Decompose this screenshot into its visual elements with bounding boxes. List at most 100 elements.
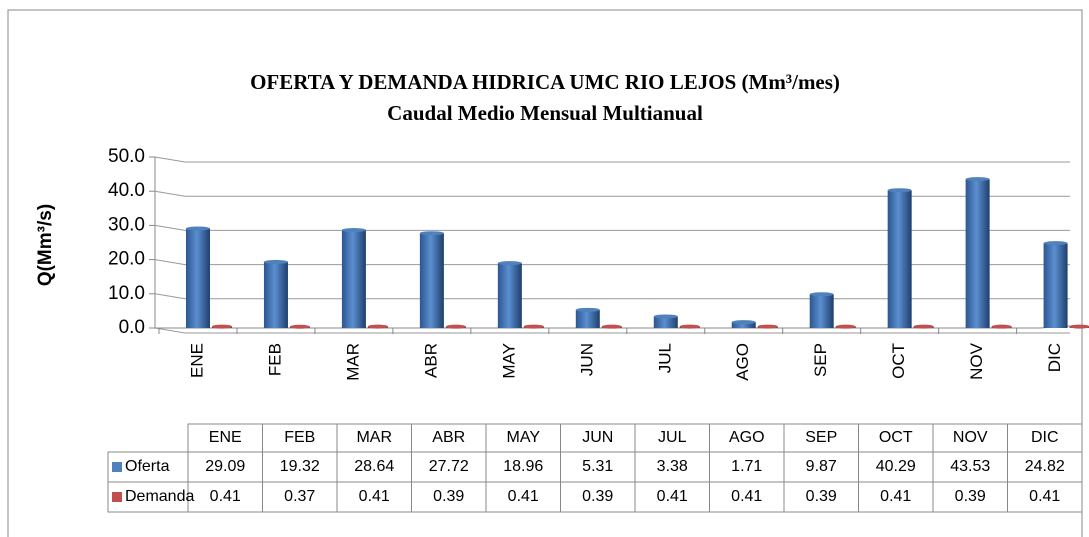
bar-top xyxy=(367,324,388,329)
table-cell: 0.41 xyxy=(1029,488,1060,505)
bar-top xyxy=(185,226,210,231)
bar-top xyxy=(913,324,934,329)
x-tick-label: ENE xyxy=(187,343,206,378)
bar xyxy=(731,322,756,328)
table-cell: 28.64 xyxy=(354,458,394,475)
bar-top xyxy=(965,177,990,182)
grid-line xyxy=(154,327,1070,334)
bar xyxy=(263,261,288,328)
bar-top xyxy=(991,324,1012,329)
bar-top xyxy=(1043,241,1068,246)
legend-label: Demanda xyxy=(125,488,194,505)
bar-top xyxy=(497,261,522,266)
y-tick-label: 30.0 xyxy=(108,214,145,235)
bar-top xyxy=(445,324,466,329)
y-tick-label: 10.0 xyxy=(108,283,145,304)
table-cell: 40.29 xyxy=(876,458,916,475)
table-cell: 9.87 xyxy=(806,458,837,475)
bar xyxy=(809,294,834,328)
y-tick-label: 20.0 xyxy=(108,249,145,270)
x-tick-label: MAR xyxy=(343,343,362,381)
table-cell: 43.53 xyxy=(950,458,990,475)
x-tick-label: FEB xyxy=(265,343,284,376)
x-tick-label: AGO xyxy=(733,343,752,381)
legend-key xyxy=(112,492,122,502)
x-tick-label: SEP xyxy=(811,343,830,377)
table-cell: 0.39 xyxy=(582,488,613,505)
bar-top xyxy=(757,324,778,329)
table-header: DIC xyxy=(1031,429,1059,446)
table-cell: 0.39 xyxy=(955,488,986,505)
table-header: MAY xyxy=(507,429,541,446)
grid-line xyxy=(154,190,1070,197)
bar-top xyxy=(601,324,622,329)
table-cell: 0.41 xyxy=(210,488,241,505)
table-cell: 0.41 xyxy=(359,488,390,505)
table-header: AGO xyxy=(729,429,765,446)
x-tick-label: JUN xyxy=(577,343,596,376)
bar-top xyxy=(1069,324,1089,329)
bar-top xyxy=(575,307,600,312)
bar-top xyxy=(523,324,544,329)
table-cell: 1.71 xyxy=(731,458,762,475)
table-header: FEB xyxy=(284,429,315,446)
table-cell: 0.39 xyxy=(806,488,837,505)
table-header: ABR xyxy=(432,429,465,446)
bar xyxy=(653,316,678,328)
bar-top xyxy=(731,320,756,325)
x-tick-label: OCT xyxy=(889,343,908,379)
bar xyxy=(1043,243,1068,328)
table-cell: 0.39 xyxy=(433,488,464,505)
table-header: NOV xyxy=(953,429,988,446)
grid-line xyxy=(154,224,1070,231)
table-cell: 24.82 xyxy=(1025,458,1065,475)
x-tick-label: DIC xyxy=(1045,343,1064,372)
bar-top xyxy=(263,259,288,264)
bar xyxy=(341,230,366,328)
table-cell: 0.37 xyxy=(284,488,315,505)
table-cell: 0.41 xyxy=(731,488,762,505)
bar-top xyxy=(289,324,310,329)
x-tick-label: ABR xyxy=(421,343,440,378)
table-cell: 18.96 xyxy=(503,458,543,475)
bar xyxy=(185,228,210,328)
x-tick-label: NOV xyxy=(967,342,986,380)
table-header: ENE xyxy=(209,429,242,446)
chart-title: OFERTA Y DEMANDA HIDRICA UMC RIO LEJOS (… xyxy=(250,70,840,94)
table-header: JUN xyxy=(582,429,613,446)
legend-key xyxy=(112,462,122,472)
bar xyxy=(965,179,990,328)
x-tick-label: JUL xyxy=(655,343,674,373)
y-tick-label: 40.0 xyxy=(108,180,145,201)
table-header: OCT xyxy=(879,429,913,446)
table-cell: 3.38 xyxy=(657,458,688,475)
bar-top xyxy=(211,324,232,329)
table-cell: 27.72 xyxy=(429,458,469,475)
y-tick-label: 0.0 xyxy=(119,317,145,338)
bar-top xyxy=(887,188,912,193)
table-header: SEP xyxy=(805,429,837,446)
bar-top xyxy=(679,324,700,329)
y-axis-title: Q(Mm³/s) xyxy=(35,204,56,286)
bar-top xyxy=(653,314,678,319)
bar xyxy=(575,309,600,328)
x-tick-label: MAY xyxy=(499,343,518,379)
bar-top xyxy=(341,228,366,233)
table-cell: 0.41 xyxy=(508,488,539,505)
table-header: MAR xyxy=(356,429,392,446)
chart-subtitle: Caudal Medio Mensual Multianual xyxy=(387,101,703,125)
table-header: JUL xyxy=(658,429,687,446)
bar xyxy=(887,190,912,328)
table-cell: 5.31 xyxy=(582,458,613,475)
bar-top xyxy=(809,292,834,297)
bar xyxy=(497,263,522,328)
bar-top xyxy=(419,231,444,236)
y-tick-label: 50.0 xyxy=(108,146,145,167)
grid-line xyxy=(154,293,1070,300)
table-cell: 29.09 xyxy=(205,458,245,475)
table-cell: 0.41 xyxy=(657,488,688,505)
bar xyxy=(419,233,444,328)
legend-label: Oferta xyxy=(125,458,170,475)
grid-line xyxy=(154,259,1070,266)
grid-line xyxy=(154,156,1070,163)
